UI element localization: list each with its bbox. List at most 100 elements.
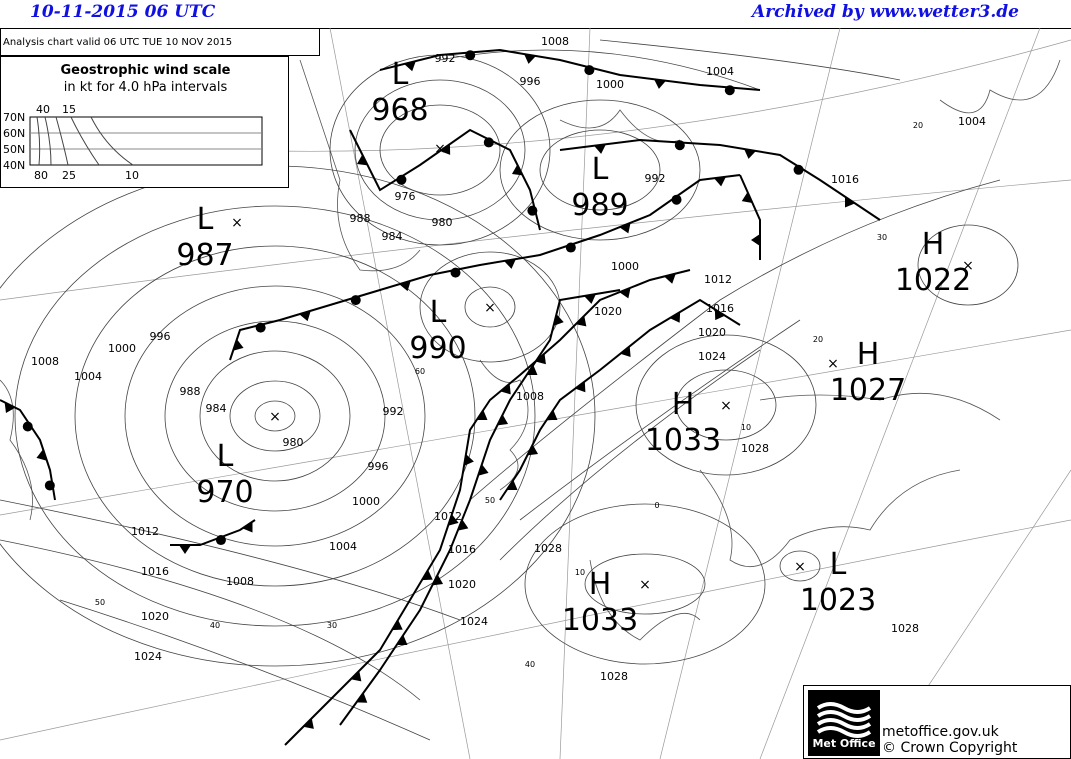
warm-front-semicircle — [724, 85, 735, 96]
cold-front-triangle — [421, 569, 433, 581]
isobar-label: 1000 — [352, 495, 380, 508]
centre-cross-marker: × — [794, 559, 806, 575]
warm-front-semicircle — [793, 164, 804, 175]
isobar-label: 1012 — [131, 525, 159, 538]
cold-front-triangle — [714, 309, 726, 321]
isobar — [419, 251, 561, 363]
low-pressure-letter: L — [830, 547, 847, 582]
geostrophic-wind-scale: Geostrophic wind scale in kt for 4.0 hPa… — [0, 56, 289, 188]
centre-cross-marker: × — [720, 398, 732, 414]
lat-lon-label: 30 — [327, 621, 337, 630]
coastline — [479, 359, 529, 491]
isobar-label: 1028 — [534, 542, 562, 555]
lat-lon-label: 30 — [877, 233, 887, 242]
high-pressure-letter: H — [589, 567, 612, 602]
occluded-front — [170, 519, 256, 546]
cold-front-triangle — [399, 280, 411, 292]
cold-front-triangle — [404, 61, 416, 72]
pressure-map: L968×L987×L989H1022×L990×H1027×H1033×L97… — [0, 28, 1071, 759]
cold-front-triangle — [391, 619, 403, 631]
cold-front-triangle — [432, 574, 444, 586]
lat-lon-gridline — [0, 519, 1071, 741]
pressure-value: 1027 — [830, 373, 906, 408]
lat-lon-gridline — [559, 28, 591, 759]
cold-front-triangle — [575, 381, 586, 393]
cold-front-triangle — [396, 635, 408, 645]
lat-label: 50N — [3, 143, 25, 156]
map-border — [0, 28, 1071, 29]
centre-cross-marker: × — [962, 258, 974, 274]
centre-cross-marker: × — [827, 356, 839, 372]
cold-front-triangle — [511, 164, 523, 176]
isobar-label: 1000 — [108, 342, 136, 355]
warm-front-semicircle — [565, 242, 576, 253]
valid-time-box: Analysis chart valid 06 UTC TUE 10 NOV 2… — [0, 28, 320, 56]
occluded-front — [229, 174, 741, 361]
isobar-label: 996 — [368, 460, 389, 473]
coastline — [939, 59, 1061, 114]
cold-front-triangle — [575, 315, 587, 327]
isobar — [0, 539, 421, 701]
warm-front-semicircle — [44, 480, 55, 491]
isobar — [539, 129, 661, 211]
cold-front-triangle — [744, 149, 756, 159]
pressure-value: 968 — [371, 93, 428, 128]
isobar-label: 992 — [435, 52, 456, 65]
cold-front-triangle — [714, 176, 726, 187]
isobar-label: 976 — [395, 190, 416, 203]
coastline — [0, 379, 33, 521]
isobar — [499, 349, 761, 561]
archive-credit: Archived by www.wetter3.de — [752, 2, 1019, 22]
isobar-label: 1020 — [448, 578, 476, 591]
cold-front-triangle — [36, 449, 47, 461]
cold-front-triangle — [654, 79, 666, 89]
cold-front-triangle — [620, 346, 631, 358]
isobar — [779, 550, 821, 582]
isobar — [74, 245, 476, 587]
cold-front-triangle — [553, 314, 564, 326]
isobar-label: 1000 — [611, 260, 639, 273]
isobar — [519, 319, 801, 521]
cold-front-triangle — [233, 339, 244, 351]
lat-lon-label: 50 — [95, 598, 105, 607]
cold-front-triangle — [478, 464, 489, 476]
isobar — [229, 380, 321, 452]
cold-front-triangle — [751, 234, 760, 246]
warm-front-semicircle — [483, 137, 494, 148]
chart-date-time: 10-11-2015 06 UTC — [30, 2, 216, 22]
wind-scale-subtitle: in kt for 4.0 hPa intervals — [63, 80, 228, 95]
isobar-label: 1004 — [329, 540, 357, 553]
coastline — [759, 392, 1001, 421]
lat-label: 70N — [3, 111, 25, 124]
waves-icon — [816, 702, 872, 738]
low-pressure-letter: L — [217, 439, 234, 474]
site-link[interactable]: metoffice.gov.uk — [882, 724, 999, 740]
isobar-label: 984 — [382, 230, 403, 243]
centre-cross-marker: × — [434, 141, 446, 157]
cold-front-triangle — [242, 521, 253, 533]
cold-front-triangle — [664, 273, 676, 284]
isobar-label: 1020 — [141, 610, 169, 623]
warm-front-semicircle — [22, 421, 33, 432]
warm-front-semicircle — [465, 50, 476, 61]
isobar-label: 1028 — [891, 622, 919, 635]
isobar-label: 1020 — [698, 326, 726, 339]
isobar-label: 1008 — [31, 355, 59, 368]
isobar — [584, 553, 706, 615]
isobar — [635, 334, 817, 476]
occluded-front — [379, 48, 761, 91]
isobar-label: 1004 — [74, 370, 102, 383]
lat-lon-label: 0 — [654, 501, 659, 510]
copyright: © Crown Copyright — [882, 740, 1018, 756]
coastline — [299, 59, 421, 272]
high-pressure-letter: H — [922, 227, 945, 262]
scale-bottom-label: 10 — [125, 169, 139, 182]
isobar — [0, 499, 461, 621]
lat-label: 40N — [3, 159, 25, 172]
isobar — [599, 39, 901, 81]
warm-front-semicircle — [584, 65, 595, 76]
isobar-label: 1004 — [706, 65, 734, 78]
isobar — [354, 79, 526, 221]
high-pressure-letter: H — [857, 337, 880, 372]
lat-lon-label: 20 — [913, 121, 923, 130]
